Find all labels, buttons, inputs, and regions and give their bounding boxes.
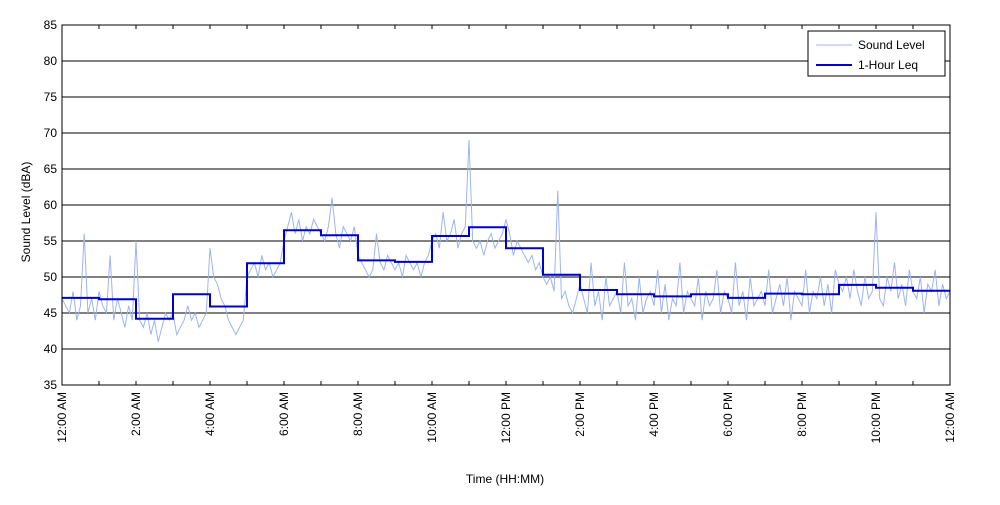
x-tick-label: 10:00 AM	[425, 392, 439, 443]
x-tick-label: 2:00 PM	[573, 392, 587, 437]
x-tick-label: 6:00 AM	[277, 392, 291, 436]
series-group	[61, 140, 951, 342]
x-tick-label: 8:00 AM	[351, 392, 365, 436]
x-tick-label: 6:00 PM	[721, 392, 735, 437]
x-tick-label: 2:00 AM	[129, 392, 143, 436]
legend-box	[807, 30, 946, 77]
y-tick-label: 80	[44, 54, 58, 68]
y-tick-label: 85	[44, 18, 58, 32]
y-tick-label: 55	[44, 234, 58, 248]
x-tick-label: 12:00 PM	[499, 392, 513, 443]
x-tick-label: 12:00 AM	[55, 392, 69, 443]
x-tick-label: 4:00 AM	[203, 392, 217, 436]
y-tick-label: 40	[44, 342, 58, 356]
legend-label: 1-Hour Leq	[858, 58, 918, 72]
sound-level-line	[61, 140, 951, 342]
legend-label: Sound Level	[858, 38, 925, 52]
x-tick-label: 4:00 PM	[647, 392, 661, 437]
y-axis-ticks: 35 40 45 50 55 60 65 70 75 80 85	[44, 18, 950, 392]
y-tick-label: 70	[44, 126, 58, 140]
x-tick-label: 10:00 PM	[869, 392, 883, 443]
y-tick-label: 60	[44, 198, 58, 212]
x-axis-ticks: 12:00 AM 2:00 AM 4:00 AM 6:00 AM 8:00 AM 10:0…	[55, 25, 957, 443]
grid-lines	[62, 60, 950, 350]
y-tick-label: 45	[44, 306, 58, 320]
y-tick-label: 65	[44, 162, 58, 176]
legend: Sound Level 1-Hour Leq	[807, 30, 946, 77]
leq-step-line	[62, 226, 950, 320]
x-axis-label: Time (HH:MM)	[466, 472, 544, 486]
x-tick-label: 12:00 AM	[943, 392, 957, 443]
y-tick-label: 75	[44, 90, 58, 104]
y-tick-label: 35	[44, 378, 58, 392]
y-tick-label: 50	[44, 270, 58, 284]
x-tick-label: 8:00 PM	[795, 392, 809, 437]
y-axis-label: Sound Level (dBA)	[19, 162, 33, 263]
